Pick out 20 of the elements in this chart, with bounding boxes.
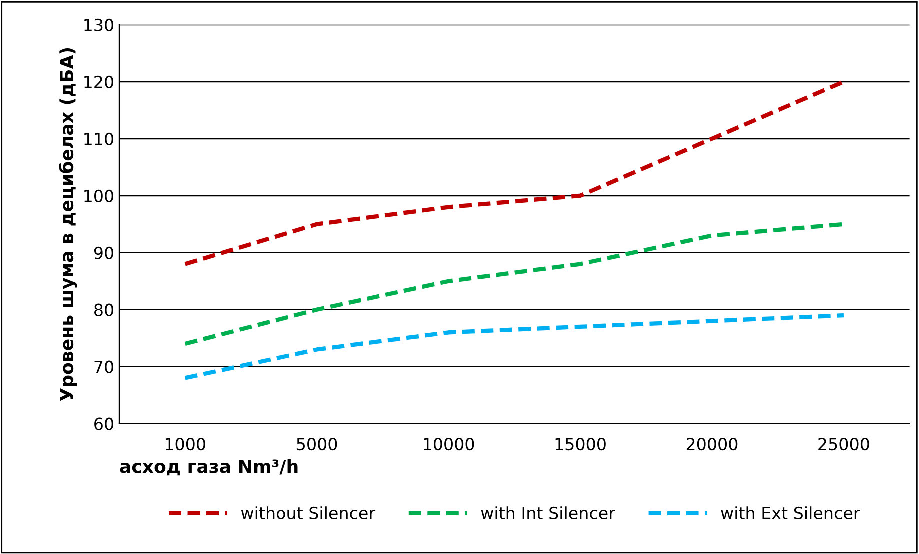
- y-tick-label: 120: [84, 76, 114, 88]
- y-tick-label: 90: [94, 246, 114, 260]
- y-tick-label: 80: [94, 304, 114, 316]
- x-tick-label: 1000: [166, 438, 206, 451]
- y-tick-label: 70: [94, 360, 114, 374]
- x-axis-title: асход газа Nm³/h: [120, 459, 298, 476]
- x-tick-label: 20000: [686, 438, 738, 451]
- legend-label: with Int Silencer: [481, 506, 616, 520]
- y-tick-label: 60: [94, 418, 114, 430]
- y-tick-label: 110: [84, 132, 114, 146]
- legend-label: with Ext Silencer: [721, 506, 860, 520]
- y-axis-title: Уровень шума в децибелах (дБА): [59, 48, 78, 402]
- legend-label: without Silencer: [241, 506, 376, 520]
- y-tick-label: 100: [84, 190, 114, 202]
- line-series: [183, 313, 846, 380]
- y-tick-label: 130: [84, 18, 114, 32]
- x-tick-label: 10000: [424, 438, 474, 451]
- x-tick-label: 25000: [818, 438, 870, 451]
- x-tick-label: 15000: [556, 438, 606, 451]
- x-tick-label: 5000: [297, 438, 338, 451]
